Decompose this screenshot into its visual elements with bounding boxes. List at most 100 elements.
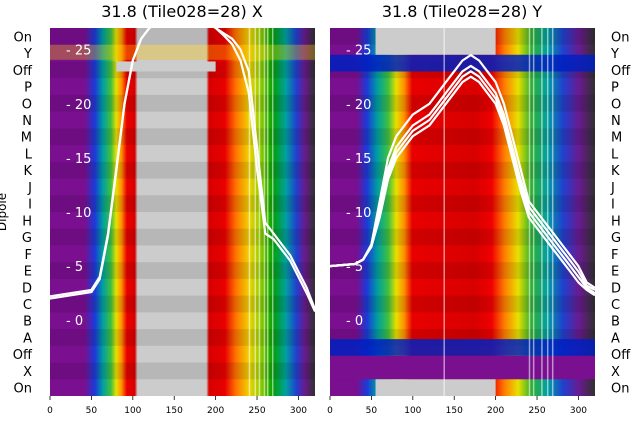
- overlay-line: [330, 53, 595, 289]
- overlay-line: [330, 75, 595, 297]
- y-tick-label: - 0: [346, 314, 363, 329]
- row-band: [50, 128, 315, 146]
- x-tick-label: 150: [446, 406, 463, 416]
- row-band: [50, 112, 315, 129]
- row-label: H: [22, 214, 32, 229]
- row-band: [50, 78, 315, 95]
- row-label: Off: [611, 348, 631, 363]
- row-label: I: [611, 198, 615, 213]
- row-label: J: [610, 181, 615, 196]
- y-tick-label: - 20: [66, 98, 91, 113]
- row-label: E: [611, 265, 619, 280]
- row-label: N: [22, 114, 32, 129]
- row-label: L: [611, 147, 619, 162]
- x-tick-label: 150: [166, 406, 183, 416]
- y-tick-label: - 0: [66, 314, 83, 329]
- overlay-line: [330, 70, 595, 295]
- row-label: On: [611, 382, 629, 397]
- row-label: P: [24, 81, 32, 96]
- y-overlay-lines: [330, 53, 595, 297]
- x-tick-label: 200: [207, 406, 224, 416]
- overlay-line: [330, 64, 595, 291]
- row-label: D: [611, 281, 621, 296]
- x-heatmap-background: [50, 28, 315, 396]
- row-label: O: [611, 97, 621, 112]
- row-band: [50, 295, 315, 313]
- spike-line: [248, 28, 251, 396]
- x-tick-label: 0: [47, 406, 53, 416]
- y-heatmap-background: [330, 28, 595, 396]
- y-tick-label: - 10: [66, 206, 91, 221]
- row-label: Off: [13, 64, 33, 79]
- row-band: [50, 329, 315, 346]
- row-band: [50, 245, 315, 262]
- spike-line: [266, 28, 269, 396]
- row-label: X: [611, 365, 620, 380]
- row-band: [50, 346, 315, 363]
- x-tick-label: 300: [290, 406, 307, 416]
- row-label: P: [611, 81, 619, 96]
- row-band: [50, 179, 315, 196]
- x-tick-label: 200: [487, 406, 504, 416]
- spike-line: [258, 28, 261, 396]
- row-label: A: [611, 331, 620, 346]
- row-label: E: [24, 265, 32, 280]
- row-label: K: [611, 164, 620, 179]
- y-tick-label: - 15: [346, 152, 371, 167]
- y-tick-label: - 20: [346, 98, 371, 113]
- spike-line: [541, 28, 543, 396]
- row-label: A: [23, 331, 32, 346]
- y-tick-label: - 25: [66, 44, 91, 59]
- y-tick-label: - 15: [66, 152, 91, 167]
- spike-line: [443, 28, 445, 396]
- row-label: F: [611, 248, 618, 263]
- row-label: D: [22, 281, 32, 296]
- row-band: [330, 112, 595, 129]
- spike-line: [254, 28, 257, 396]
- row-label: H: [611, 214, 621, 229]
- row-band: [50, 312, 315, 329]
- row-label: On: [14, 382, 32, 397]
- row-label: K: [23, 164, 32, 179]
- y-tick-label: - 10: [346, 206, 371, 221]
- off-band: [330, 339, 595, 356]
- row-label: C: [23, 298, 32, 313]
- row-band: [330, 312, 595, 329]
- row-label: Off: [13, 348, 33, 363]
- y-tick-label: - 5: [346, 260, 363, 275]
- row-label: F: [25, 248, 32, 263]
- x-tick-label: 0: [327, 406, 333, 416]
- row-band: [330, 128, 595, 146]
- row-label: O: [22, 97, 32, 112]
- spike-line: [546, 28, 549, 396]
- row-label: G: [611, 231, 621, 246]
- row-label: G: [22, 231, 32, 246]
- x-panel-x-ticks: 0 50 100 150 200 250 300: [47, 396, 307, 416]
- row-label: M: [21, 131, 32, 146]
- x-tick-label: 300: [570, 406, 587, 416]
- row-label: C: [611, 298, 620, 313]
- row-band: [50, 262, 315, 279]
- y-panel-title: 31.8 (Tile028=28) Y: [382, 2, 543, 21]
- row-label: B: [23, 315, 32, 330]
- row-label: On: [611, 30, 629, 45]
- spike-line: [271, 28, 274, 396]
- row-band: [330, 179, 595, 196]
- x-tick-label: 250: [528, 406, 545, 416]
- on-band: [375, 379, 496, 396]
- row-band: [330, 295, 595, 313]
- row-band: [330, 78, 595, 95]
- on-band: [375, 28, 496, 55]
- row-label: J: [27, 181, 32, 196]
- row-label: Y: [610, 47, 619, 62]
- y-panel-x-ticks: 0 50 100 150 200 250 300: [327, 396, 587, 416]
- row-band: [50, 362, 315, 380]
- y-polarization-panel: 31.8 (Tile028=28) Y On Y Off PONMLKJIHGFEDC…: [327, 2, 631, 416]
- overlay-line: [50, 28, 315, 313]
- x-tick-label: 100: [124, 406, 141, 416]
- row-label: M: [611, 131, 622, 146]
- row-band: [50, 28, 315, 45]
